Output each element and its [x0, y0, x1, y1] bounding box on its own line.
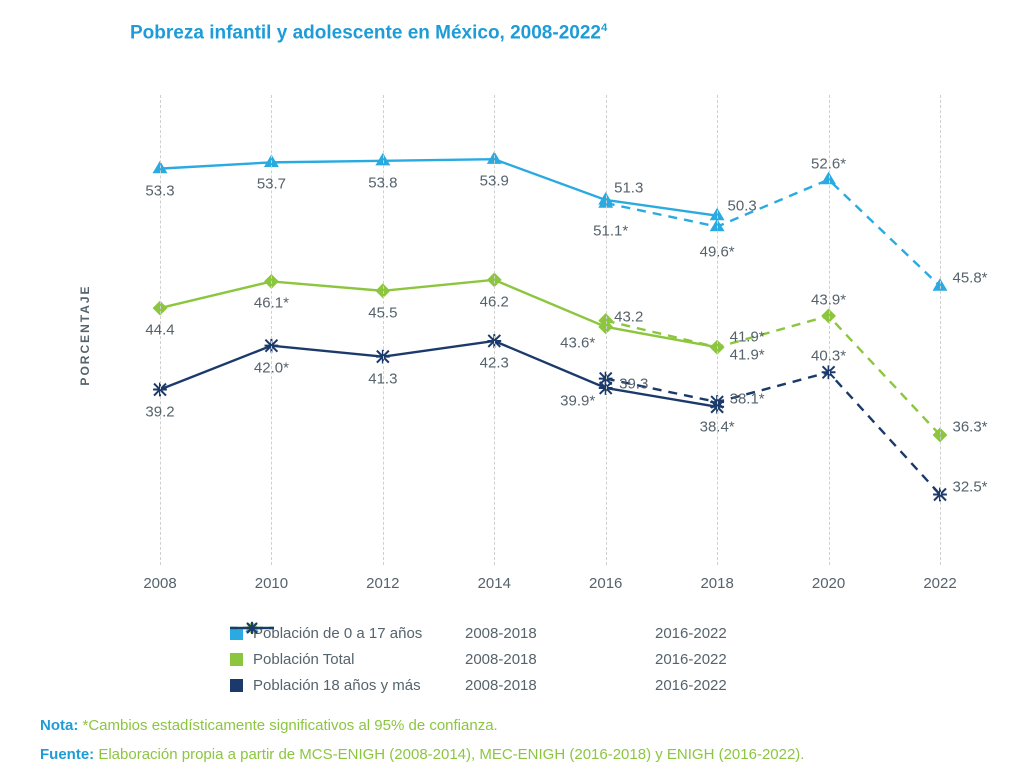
legend-label: Población de 0 a 17 años: [253, 625, 422, 642]
x-tick-label: 2018: [700, 575, 733, 592]
data-label: 32.5*: [952, 478, 987, 495]
data-label: 44.4: [145, 322, 174, 339]
legend-label: 2016-2022: [655, 677, 727, 694]
data-label: 38.1*: [730, 390, 765, 407]
legend-label: 2008-2018: [465, 625, 537, 642]
data-label: 51.3: [614, 179, 643, 196]
data-label: 39.9*: [560, 392, 595, 409]
data-label: 52.6*: [811, 155, 846, 172]
data-label: 42.0*: [254, 359, 289, 376]
legend-row: Población 18 años y más 2008-2018 2016-202…: [230, 672, 825, 698]
gridline: [606, 95, 607, 565]
legend: Población de 0 a 17 años 2008-2018 2016-20…: [230, 620, 825, 698]
data-label: 43.2: [614, 308, 643, 325]
legend-row: Población Total 2008-2018 2016-2022: [230, 646, 825, 672]
footnote-text: *Cambios estadísticamente significativos…: [78, 717, 497, 734]
data-label: 41.3: [368, 370, 397, 387]
series-line-s2b: [606, 316, 940, 435]
legend-label: 2016-2022: [655, 651, 727, 668]
title-text: Pobreza infantil y adolescente en México…: [130, 22, 601, 43]
series-line-s3b: [606, 372, 940, 494]
data-label: 38.4*: [700, 419, 735, 436]
legend-swatch-icon: [230, 653, 243, 666]
gridline: [494, 95, 495, 565]
data-label: 46.1*: [254, 295, 289, 312]
legend-label: Población 18 años y más: [253, 677, 421, 694]
data-label: 40.3*: [811, 348, 846, 365]
series-line-s3a: [160, 341, 717, 407]
legend-star-icon: [230, 620, 274, 636]
data-label: 45.5: [368, 304, 397, 321]
gridline: [383, 95, 384, 565]
data-label: 45.8*: [952, 270, 987, 287]
legend-label: 2008-2018: [465, 651, 537, 668]
footnotes: Nota: *Cambios estadísticamente signific…: [40, 712, 804, 769]
gridline: [717, 95, 718, 565]
plot-area: [120, 95, 980, 565]
title-sup: 4: [601, 22, 607, 34]
legend-swatch-icon: [230, 679, 243, 692]
data-label: 53.7: [257, 176, 286, 193]
data-label: 50.3: [728, 197, 757, 214]
data-label: 49.6*: [700, 243, 735, 260]
footnote-key: Fuente:: [40, 746, 94, 763]
data-label: 39.3: [619, 375, 648, 392]
data-label: 53.3: [145, 182, 174, 199]
x-tick-label: 2014: [478, 575, 511, 592]
x-tick-label: 2020: [812, 575, 845, 592]
y-axis-label: PORCENTAJE: [78, 284, 92, 385]
footnote-key: Nota:: [40, 717, 78, 734]
x-tick-label: 2012: [366, 575, 399, 592]
footnote-line: Fuente: Elaboración propia a partir de M…: [40, 741, 804, 770]
legend-label: 2016-2022: [655, 625, 727, 642]
data-label: 42.3: [480, 354, 509, 371]
gridline: [940, 95, 941, 565]
series-line-s1b: [606, 180, 940, 287]
data-label: 46.2: [480, 293, 509, 310]
legend-label: Población Total: [253, 651, 354, 668]
x-tick-label: 2022: [923, 575, 956, 592]
data-label: 36.3*: [952, 418, 987, 435]
data-label: 41.9*: [730, 329, 765, 346]
legend-label: 2008-2018: [465, 677, 537, 694]
data-label: 43.9*: [811, 291, 846, 308]
chart-title: Pobreza infantil y adolescente en México…: [130, 22, 607, 44]
footnote-line: Nota: *Cambios estadísticamente signific…: [40, 712, 804, 741]
data-label: 41.9*: [730, 347, 765, 364]
data-label: 53.8: [368, 174, 397, 191]
data-label: 53.9: [480, 173, 509, 190]
data-label: 39.2: [145, 403, 174, 420]
footnote-text: Elaboración propia a partir de MCS-ENIGH…: [94, 746, 804, 763]
gridline: [271, 95, 272, 565]
legend-row: Población de 0 a 17 años 2008-2018 2016-20…: [230, 620, 825, 646]
x-tick-label: 2010: [255, 575, 288, 592]
data-label: 43.6*: [560, 334, 595, 351]
x-tick-label: 2008: [143, 575, 176, 592]
x-tick-label: 2016: [589, 575, 622, 592]
data-label: 51.1*: [593, 223, 628, 240]
plot-svg: [120, 95, 980, 565]
